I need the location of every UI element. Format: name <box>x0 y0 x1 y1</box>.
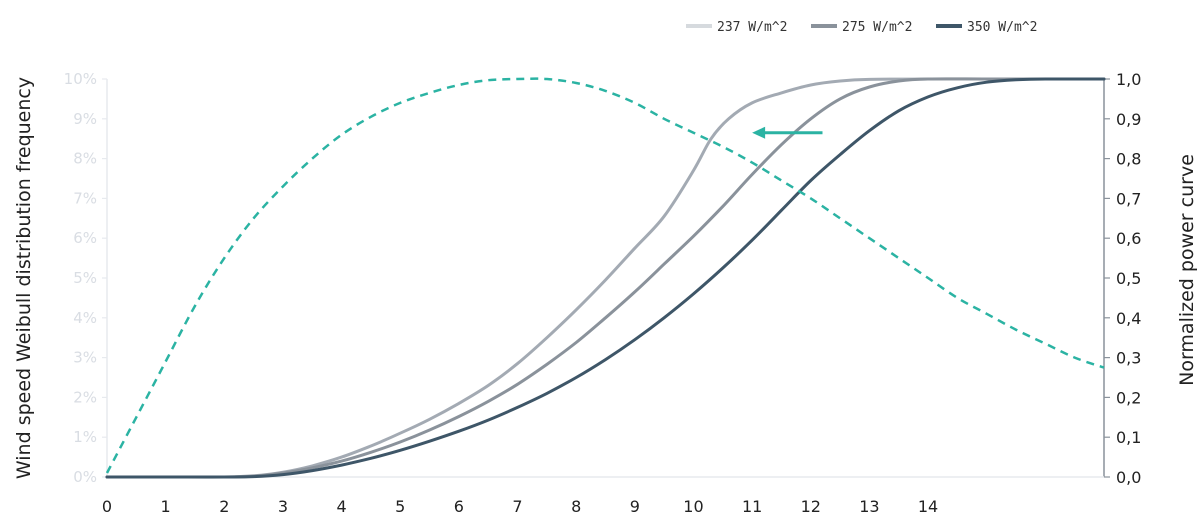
left-tick-label: 1% <box>73 428 97 446</box>
right-tick-label: 0,4 <box>1116 309 1141 328</box>
left-tick-label: 10% <box>64 70 97 88</box>
x-axis-ticks: 0 1 2 3 4 5 6 7 8 9 10 11 12 13 14 <box>102 497 938 516</box>
right-tick-label: 0,2 <box>1116 388 1141 407</box>
right-tick-label: 1,0 <box>1116 70 1141 89</box>
x-tick-label: 6 <box>454 497 464 516</box>
right-tick-label: 0,7 <box>1116 189 1141 208</box>
x-tick-label: 4 <box>336 497 346 516</box>
left-tick-label: 5% <box>73 269 97 287</box>
x-tick-label: 1 <box>161 497 171 516</box>
left-tick-label: 3% <box>73 349 97 367</box>
legend-label: 237 W/m^2 <box>717 20 787 35</box>
x-tick-label: 3 <box>278 497 288 516</box>
right-tick-label: 0,0 <box>1116 468 1141 487</box>
series-layer <box>105 77 1106 479</box>
right-tick-label: 0,8 <box>1116 150 1141 169</box>
right-tick-label: 0,3 <box>1116 349 1141 368</box>
annotation-arrow-head <box>752 126 766 139</box>
left-tick-label: 8% <box>73 150 97 168</box>
legend-label: 275 W/m^2 <box>842 20 912 35</box>
left-tick-label: 0% <box>73 468 97 486</box>
left-tick-label: 4% <box>73 309 97 327</box>
annotation-layer <box>752 126 823 139</box>
right-tick-label: 0,9 <box>1116 110 1141 129</box>
power-curve-line-2 <box>105 77 1106 479</box>
legend-label: 350 W/m^2 <box>967 20 1037 35</box>
left-tick-label: 6% <box>73 229 97 247</box>
x-tick-label: 8 <box>571 497 581 516</box>
x-tick-label: 0 <box>102 497 112 516</box>
left-tick-label: 2% <box>73 388 97 406</box>
left-tick-label: 7% <box>73 189 97 207</box>
x-tick-label: 10 <box>683 497 703 516</box>
left-axis-ticks: 0% 1% 2% 3% 4% 5% 6% 7% 8% 9% 10% <box>64 70 107 486</box>
weibull-distribution-line <box>105 77 1105 474</box>
x-tick-label: 9 <box>630 497 640 516</box>
x-tick-label: 12 <box>801 497 821 516</box>
right-axis-ticks: 0,0 0,1 0,2 0,3 0,4 0,5 0,6 0,7 0,8 0,9 1,0 <box>1104 70 1141 487</box>
x-tick-label: 11 <box>742 497 762 516</box>
left-axis-title: Wind speed Weibull distribution frequenc… <box>13 77 35 479</box>
right-tick-label: 0,6 <box>1116 229 1141 248</box>
legend: 237 W/m^2 275 W/m^2 350 W/m^2 <box>686 20 1037 35</box>
right-tick-label: 0,1 <box>1116 428 1141 447</box>
right-tick-label: 0,5 <box>1116 269 1141 288</box>
left-tick-label: 9% <box>73 110 97 128</box>
x-tick-label: 14 <box>918 497 938 516</box>
x-tick-label: 7 <box>512 497 522 516</box>
power-curve-line-1 <box>105 77 1106 479</box>
x-tick-label: 2 <box>219 497 229 516</box>
x-tick-label: 5 <box>395 497 405 516</box>
right-axis-title: Normalized power curve <box>1176 154 1198 386</box>
power-curve-line-3 <box>105 77 1106 479</box>
x-tick-label: 13 <box>859 497 879 516</box>
